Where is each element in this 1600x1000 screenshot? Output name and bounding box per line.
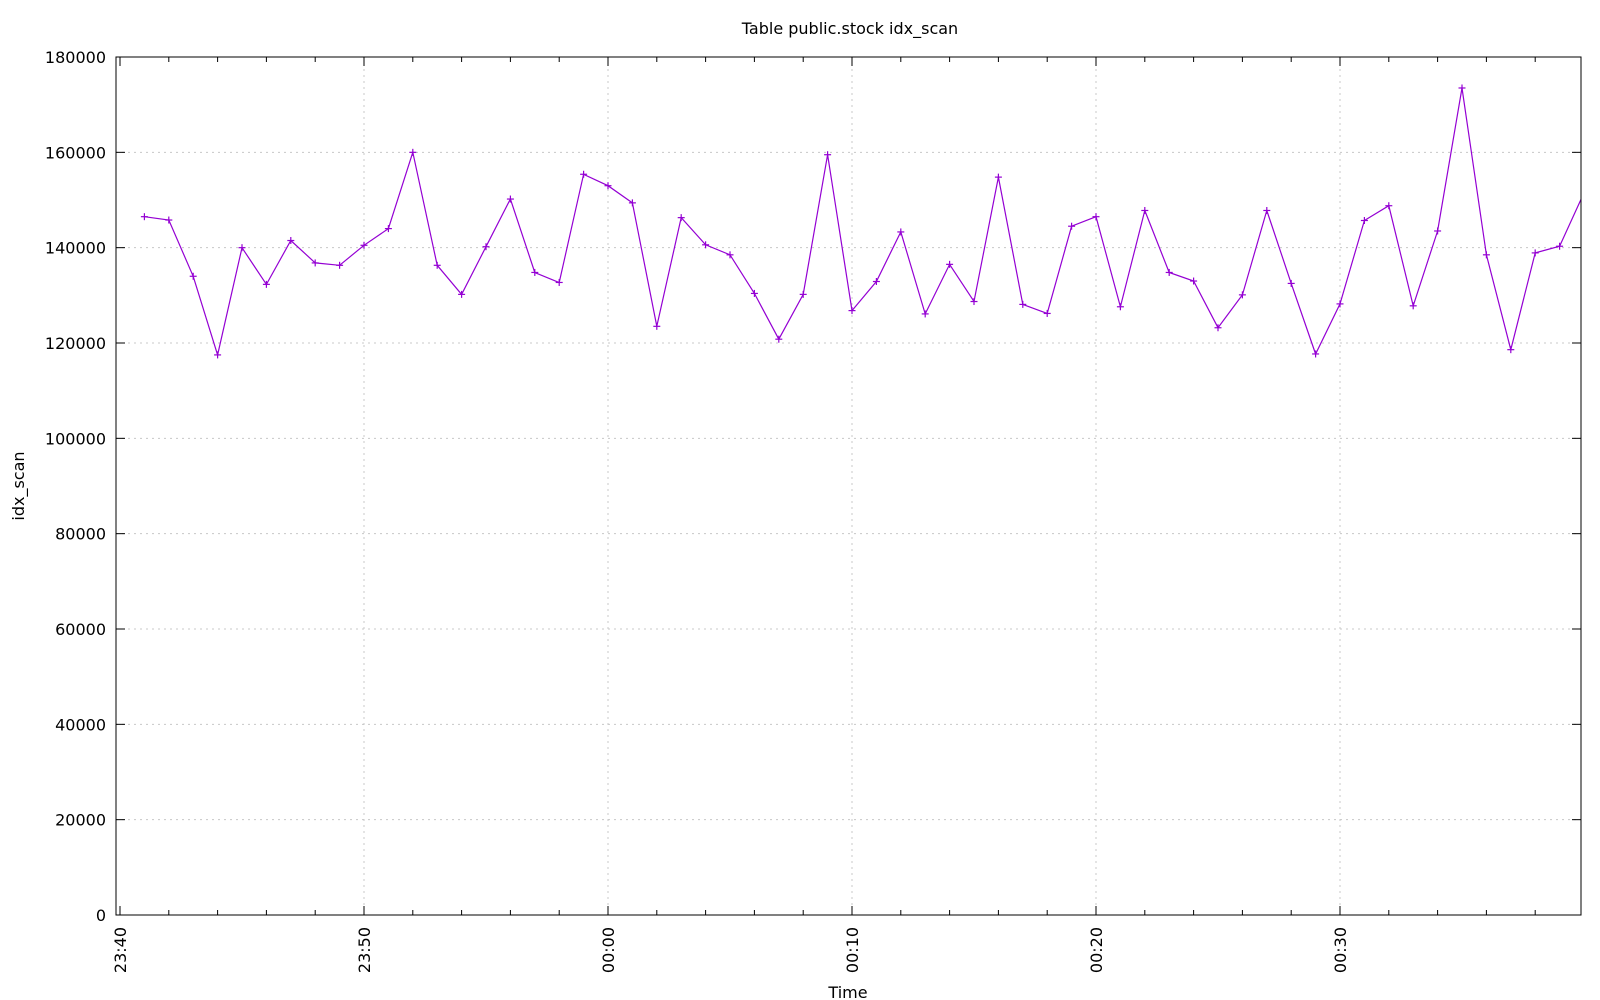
data-point [1287,279,1295,287]
data-point [214,351,222,359]
x-tick-label: 23:40 [111,927,130,973]
x-tick-label: 00:10 [843,927,862,973]
data-point [482,243,490,251]
data-point [360,241,368,249]
data-point [1507,346,1515,354]
data-point [580,170,588,178]
x-axis-title: Time [827,983,867,1000]
x-tick-label: 00:20 [1087,927,1106,973]
y-tick-label: 20000 [55,811,106,830]
data-point [189,272,197,280]
y-tick-label: 0 [96,906,106,925]
data-point [1336,300,1344,308]
data-point [775,335,783,343]
data-point [311,259,319,267]
data-point [555,278,563,286]
chart-title: Table public.stock idx_scan [741,19,958,39]
data-point [799,290,807,298]
data-point [1214,324,1222,332]
data-point [848,307,856,315]
data-point [433,261,441,269]
data-point [262,280,270,288]
data-point [506,195,514,203]
x-tick-label: 00:30 [1331,927,1350,973]
data-point [531,268,539,276]
data-point [1531,249,1539,257]
data-point [1482,251,1490,259]
y-tick-label: 40000 [55,715,106,734]
data-point [1116,303,1124,311]
data-point [1141,206,1149,214]
data-point [336,261,344,269]
data-point [897,228,905,236]
data-point [604,182,612,190]
data-point [384,225,392,233]
data-point [750,289,758,297]
data-point [628,199,636,207]
data-point [1238,291,1246,299]
y-tick-label: 80000 [55,525,106,544]
data-point [287,237,295,245]
data-point [970,298,978,306]
data-point [1263,206,1271,214]
data-point [1068,222,1076,230]
data-point [1312,350,1320,358]
plot-frame [115,56,1582,916]
data-point [994,173,1002,181]
y-tick-label: 140000 [45,239,106,258]
x-axis: 23:40 23:50 00:00 00:10 00:20 00:30 [111,57,1536,973]
data-point [1092,213,1100,221]
data-point [1409,302,1417,310]
data-point [1360,216,1368,224]
data-point [946,260,954,268]
x-tick-label: 23:50 [355,927,374,973]
x-tick-label: 00:00 [599,927,618,973]
data-point [238,244,246,252]
data-point [1043,309,1051,317]
y-tick-label: 180000 [45,48,106,67]
data-point [921,310,929,318]
data-point [458,290,466,298]
y-tick-label: 60000 [55,620,106,639]
data-point [1385,202,1393,210]
data-point [140,213,148,221]
data-point [677,214,685,222]
data-point [1165,268,1173,276]
plot-area [140,84,1582,359]
data-point [872,278,880,286]
data-point [409,148,417,156]
data-point [1019,300,1027,308]
data-point [1556,242,1564,250]
y-axis-title: idx_scan [9,451,29,520]
data-point [165,216,173,224]
data-point [1434,227,1442,235]
data-point [1190,277,1198,285]
y-axis: 0 20000 40000 60000 80000 100000 120000 140000 1… [45,48,1581,925]
data-point [1458,84,1466,92]
series-line [144,87,1582,358]
y-tick-label: 100000 [45,429,106,448]
data-point [653,322,661,330]
data-point [726,251,734,259]
grid-lines [116,57,1581,915]
data-point [702,241,710,249]
data-point [824,151,832,159]
y-tick-label: 160000 [45,143,106,162]
y-tick-label: 120000 [45,334,106,353]
